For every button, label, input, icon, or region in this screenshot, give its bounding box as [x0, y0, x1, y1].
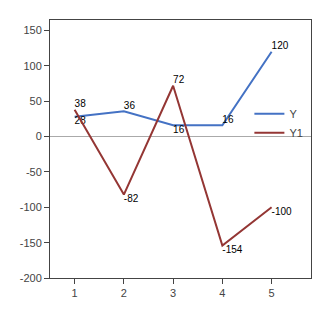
svg-text:36: 36 — [124, 100, 136, 111]
svg-text:-100: -100 — [272, 206, 292, 217]
svg-text:100: 100 — [23, 60, 41, 72]
svg-text:-154: -154 — [222, 244, 242, 255]
svg-text:-50: -50 — [26, 166, 42, 178]
svg-text:-200: -200 — [20, 272, 42, 284]
svg-text:50: 50 — [30, 95, 42, 107]
svg-text:150: 150 — [23, 24, 41, 36]
svg-text:120: 120 — [272, 40, 289, 51]
svg-text:0: 0 — [36, 130, 42, 142]
svg-text:4: 4 — [219, 287, 225, 299]
svg-text:-100: -100 — [20, 201, 42, 213]
svg-text:16: 16 — [173, 124, 185, 135]
svg-text:2: 2 — [121, 287, 127, 299]
svg-text:1: 1 — [72, 287, 78, 299]
svg-text:38: 38 — [75, 98, 87, 109]
svg-text:-82: -82 — [124, 193, 139, 204]
svg-text:28: 28 — [75, 115, 87, 126]
svg-text:3: 3 — [170, 287, 176, 299]
svg-text:Y1: Y1 — [289, 127, 302, 139]
svg-text:72: 72 — [173, 74, 185, 85]
svg-text:5: 5 — [269, 287, 275, 299]
svg-text:Y: Y — [289, 108, 297, 120]
svg-text:16: 16 — [222, 114, 234, 125]
svg-text:-150: -150 — [20, 237, 42, 249]
